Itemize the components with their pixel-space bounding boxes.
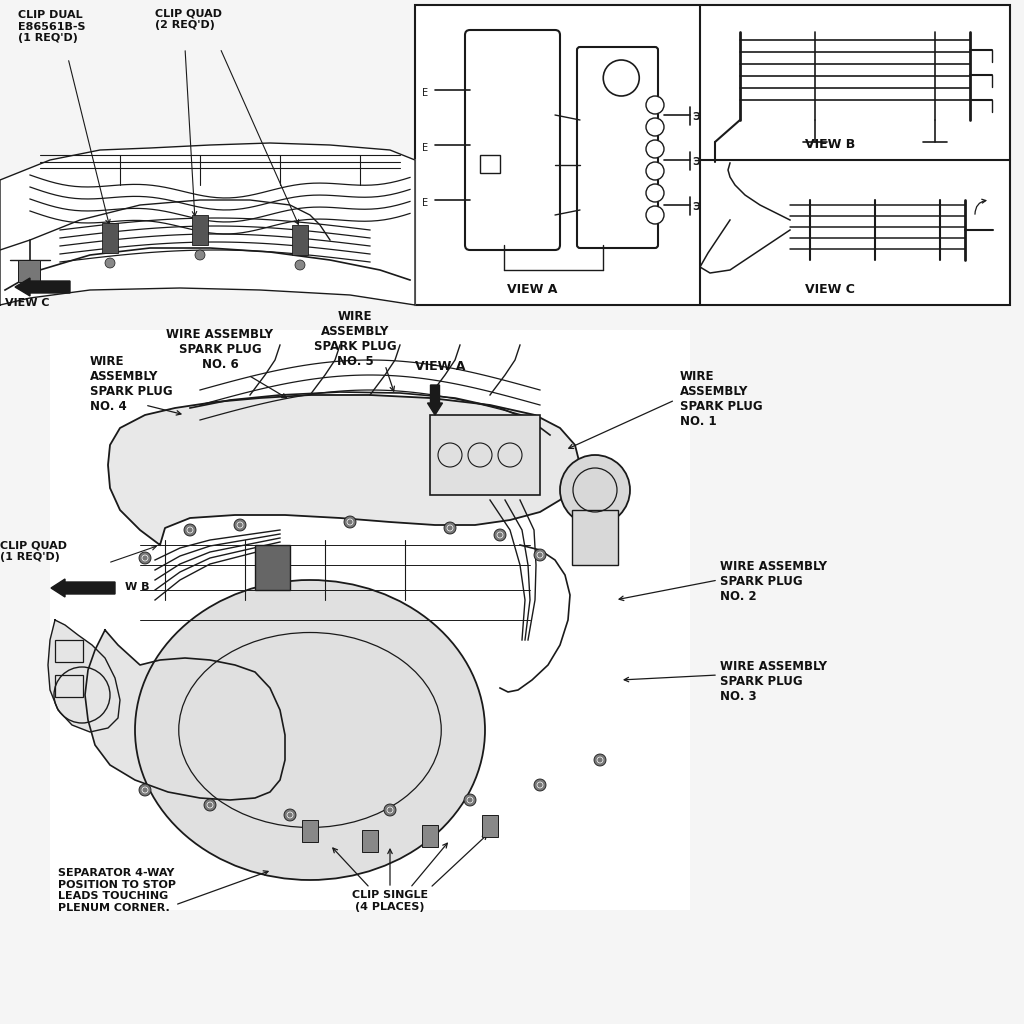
Circle shape [195, 250, 205, 260]
Text: Э: Э [692, 112, 700, 122]
Polygon shape [48, 620, 120, 732]
Bar [18, 260, 40, 282]
Circle shape [139, 552, 151, 564]
FancyArrow shape [427, 385, 442, 415]
Bar [362, 830, 378, 852]
Circle shape [560, 455, 630, 525]
Text: VIEW C: VIEW C [5, 298, 49, 308]
Bar [55, 640, 83, 662]
Circle shape [646, 162, 664, 180]
Circle shape [139, 784, 151, 796]
Circle shape [646, 96, 664, 114]
Circle shape [384, 804, 396, 816]
FancyBboxPatch shape [577, 47, 658, 248]
Text: Э: Э [692, 202, 700, 212]
FancyArrow shape [15, 278, 70, 296]
Circle shape [494, 529, 506, 541]
Polygon shape [0, 143, 415, 305]
Bar [292, 225, 308, 255]
Circle shape [646, 184, 664, 202]
Text: WIRE ASSEMBLY
SPARK PLUG
NO. 2: WIRE ASSEMBLY SPARK PLUG NO. 2 [720, 560, 827, 603]
Circle shape [284, 809, 296, 821]
Bar [572, 510, 618, 565]
Bar [430, 415, 540, 495]
Circle shape [234, 519, 246, 531]
Circle shape [295, 260, 305, 270]
Polygon shape [108, 395, 580, 545]
FancyBboxPatch shape [465, 30, 560, 250]
Text: VIEW B: VIEW B [805, 138, 855, 151]
Text: CLIP QUAD
(2 REQ'D): CLIP QUAD (2 REQ'D) [155, 8, 222, 30]
Text: Ε: Ε [422, 88, 428, 98]
Ellipse shape [135, 580, 485, 880]
Text: WIRE ASSEMBLY
SPARK PLUG
NO. 6: WIRE ASSEMBLY SPARK PLUG NO. 6 [167, 328, 273, 371]
Text: W B: W B [125, 582, 150, 592]
Circle shape [105, 258, 115, 268]
Circle shape [534, 779, 546, 791]
Circle shape [344, 516, 356, 528]
Bar [102, 223, 118, 253]
Circle shape [646, 206, 664, 224]
Circle shape [534, 549, 546, 561]
Text: CLIP QUAD
(1 REQ'D): CLIP QUAD (1 REQ'D) [0, 540, 67, 561]
Circle shape [184, 524, 196, 536]
Text: VIEW A: VIEW A [507, 283, 557, 296]
Bar [480, 155, 500, 173]
Text: WIRE
ASSEMBLY
SPARK PLUG
NO. 5: WIRE ASSEMBLY SPARK PLUG NO. 5 [313, 310, 396, 368]
Text: Э: Э [692, 157, 700, 167]
Circle shape [464, 794, 476, 806]
Text: WIRE
ASSEMBLY
SPARK PLUG
NO. 1: WIRE ASSEMBLY SPARK PLUG NO. 1 [680, 370, 763, 428]
Text: Ε: Ε [422, 198, 428, 208]
Bar [422, 825, 438, 847]
Bar [482, 815, 498, 837]
Bar [415, 5, 1010, 305]
Bar [55, 675, 83, 697]
Text: VIEW A: VIEW A [415, 360, 465, 373]
Text: VIEW C: VIEW C [805, 283, 855, 296]
Circle shape [444, 522, 456, 534]
Text: WIRE ASSEMBLY
SPARK PLUG
NO. 3: WIRE ASSEMBLY SPARK PLUG NO. 3 [720, 660, 827, 703]
Text: SEPARATOR 4-WAY
POSITION TO STOP
LEADS TOUCHING
PLENUM CORNER.: SEPARATOR 4-WAY POSITION TO STOP LEADS T… [58, 868, 176, 912]
Text: WIRE
ASSEMBLY
SPARK PLUG
NO. 4: WIRE ASSEMBLY SPARK PLUG NO. 4 [90, 355, 173, 413]
Text: CLIP DUAL
E86561B-S
(1 REQ'D): CLIP DUAL E86561B-S (1 REQ'D) [18, 10, 85, 43]
Circle shape [204, 799, 216, 811]
Text: Ε: Ε [422, 143, 428, 153]
Circle shape [646, 140, 664, 158]
Polygon shape [85, 630, 285, 800]
Bar [255, 545, 290, 590]
Bar [302, 820, 318, 842]
FancyArrow shape [51, 579, 115, 597]
Circle shape [594, 754, 606, 766]
Circle shape [646, 118, 664, 136]
Text: CLIP SINGLE
(4 PLACES): CLIP SINGLE (4 PLACES) [352, 890, 428, 911]
Bar [193, 215, 208, 245]
Bar [50, 330, 690, 910]
